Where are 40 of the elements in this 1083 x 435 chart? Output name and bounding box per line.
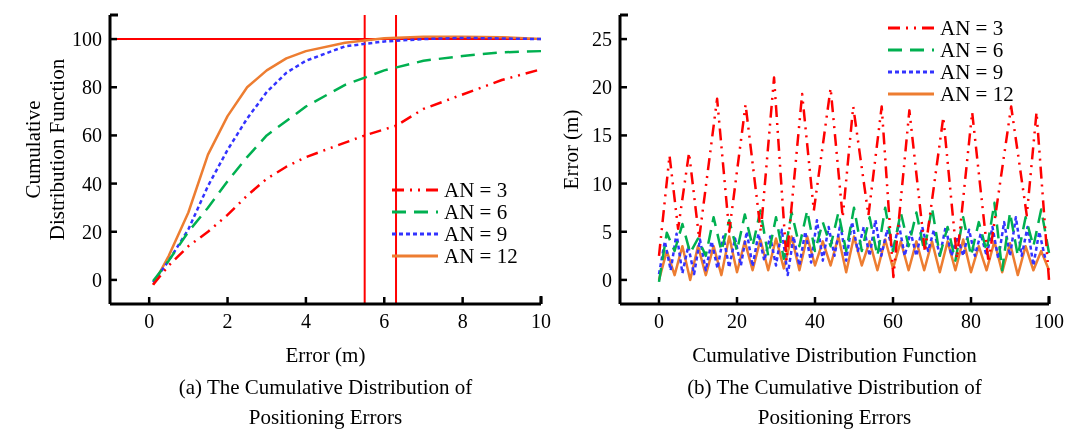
y-axis-title: Error (m) <box>559 109 583 190</box>
x-tick-label: 10 <box>531 310 551 332</box>
legend-label: AN = 3 <box>444 178 508 203</box>
x-tick-label: 100 <box>1034 310 1064 332</box>
legend-label: AN = 12 <box>444 244 518 269</box>
line-series <box>657 201 1051 284</box>
x-tick-label: 0 <box>144 310 155 332</box>
x-tick-label: 4 <box>300 310 311 332</box>
y-tick-label: 5 <box>602 220 612 243</box>
y-tick-label: 15 <box>592 124 612 147</box>
y-tick-label: 60 <box>82 124 102 147</box>
x-tick-label: 20 <box>727 310 747 332</box>
y-tick-label: 0 <box>92 268 102 291</box>
y-tick-label: 10 <box>592 172 612 195</box>
x-tick-label: 80 <box>961 310 981 332</box>
x-tick-label: 8 <box>457 310 468 332</box>
text: (b) The Cumulative Distribution of Positioning Errors <box>687 375 982 429</box>
y-tick-label: 100 <box>72 28 102 51</box>
legend-label: AN = 12 <box>940 82 1014 107</box>
y-tick-label: 25 <box>592 28 612 51</box>
x-axis-title: Error (m) <box>285 343 366 367</box>
legend-label: AN = 6 <box>940 38 1004 63</box>
x-tick-label: 6 <box>379 310 390 332</box>
legend-label: AN = 6 <box>444 200 508 225</box>
text: (a) The Cumulative Distribution of Positioning Errors <box>178 375 473 429</box>
legend-label: AN = 9 <box>444 222 508 247</box>
y-tick-label: 0 <box>602 268 612 291</box>
y-tick-label: 20 <box>592 76 612 99</box>
legend-label: AN = 3 <box>940 16 1004 41</box>
y-tick-label: 20 <box>82 220 102 243</box>
y-tick-label: 40 <box>82 172 102 195</box>
legend-label: AN = 9 <box>940 60 1004 85</box>
x-axis-title: Cumulative Distribution Function <box>692 343 978 367</box>
x-tick-label: 2 <box>222 310 233 332</box>
x-tick-label: 40 <box>805 310 825 332</box>
line-series <box>657 216 1047 277</box>
x-tick-label: 0 <box>654 310 664 332</box>
y-tick-label: 80 <box>82 76 102 99</box>
x-tick-label: 60 <box>883 310 903 332</box>
y-axis-title: Cumulative Distribution Function <box>21 58 69 241</box>
